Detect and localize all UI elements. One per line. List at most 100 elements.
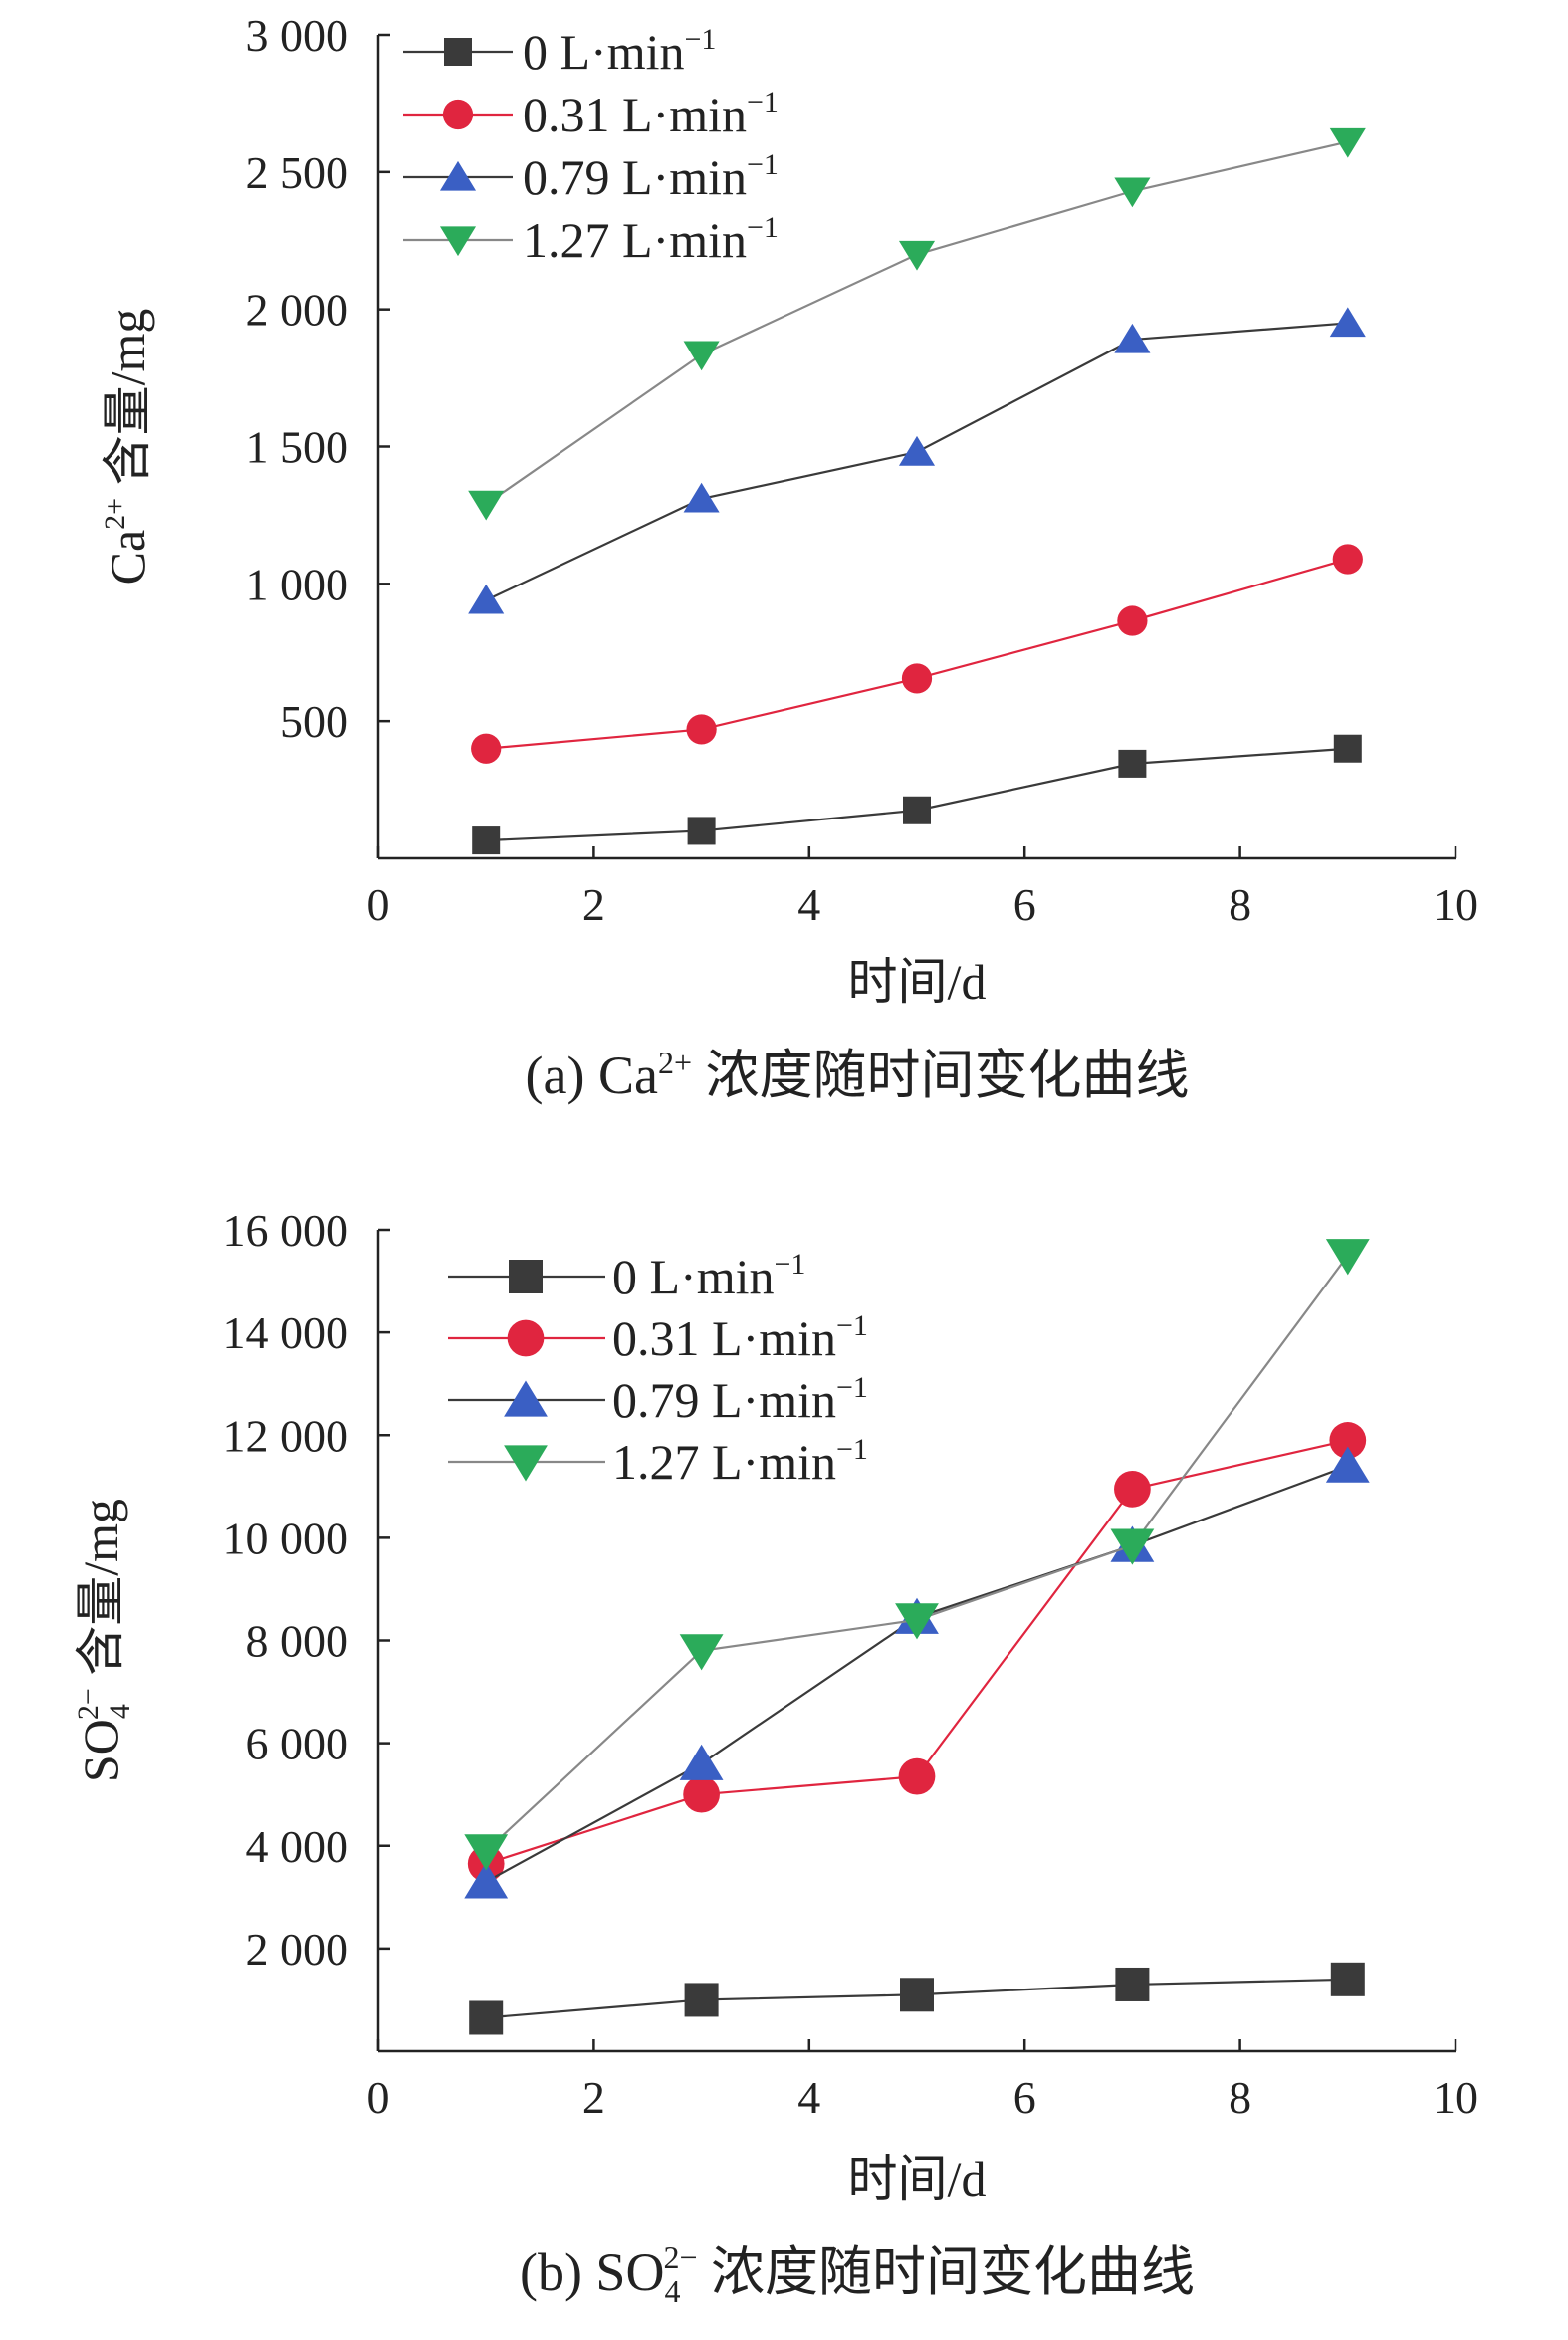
- x-tick-label: 4: [797, 879, 820, 930]
- series-3: [464, 1239, 1370, 1871]
- legend-label-text: 1.27 L·min: [523, 212, 747, 268]
- series-1: [471, 544, 1363, 764]
- y-tick-label: 2 000: [246, 1924, 349, 1975]
- y-tick-label: 1 000: [246, 559, 349, 609]
- chart-a: 0 2 4 6 8 10 500 1 000 1 500 2 000 2 500 3 000 时间/d C…: [99, 10, 1478, 1105]
- legend-label-text: 0.79 L·min: [523, 149, 747, 205]
- x-axis-title: 时间/d: [848, 2151, 987, 2207]
- caption-sup: 2+: [658, 1045, 692, 1080]
- legend-marker: [439, 160, 477, 191]
- y-tick-label: 14 000: [223, 1307, 349, 1358]
- data-point: [1117, 605, 1148, 636]
- data-point: [1325, 1239, 1370, 1276]
- x-axis-title: 时间/d: [848, 954, 987, 1010]
- data-point: [1332, 544, 1363, 575]
- data-point: [898, 435, 936, 466]
- legend-label-text: 1.27 L·min: [612, 1434, 836, 1490]
- legend-label-sup: −1: [747, 86, 779, 118]
- y-tick-label: 500: [280, 696, 348, 747]
- legend-label-text: 0 L·min: [612, 1249, 774, 1304]
- legend-entry-0: 0 L·min−1: [403, 23, 716, 80]
- legend-label: 0.31 L·min−1: [523, 86, 779, 142]
- legend-entry-3: 1.27 L·min−1: [403, 211, 779, 268]
- data-point: [687, 817, 716, 845]
- data-point: [903, 796, 931, 824]
- data-point: [1325, 1446, 1370, 1483]
- x-tick-label: 4: [797, 2072, 820, 2123]
- y-axis-title: SO42− 含量/mg: [72, 1499, 136, 1782]
- series-0: [469, 1962, 1365, 2035]
- y-tick-label: 10 000: [223, 1513, 349, 1563]
- y-axis-title-rest: 含量/mg: [100, 309, 155, 498]
- y-tick-label: 2 000: [246, 285, 349, 336]
- legend-label-text: 0 L·min: [523, 24, 684, 80]
- figure-caption: (b) SO42− 浓度随时间变化曲线: [520, 2239, 1195, 2309]
- data-point: [1330, 1962, 1365, 1996]
- legend-label: 0.31 L·min−1: [612, 1309, 868, 1366]
- legend-label-text: 0.31 L·min: [523, 87, 747, 142]
- series-line: [485, 1439, 1349, 1865]
- legend-marker: [507, 1319, 545, 1357]
- y-tick-label: 3 000: [246, 10, 349, 61]
- legend-label-sup: −1: [836, 1371, 868, 1404]
- series-line: [486, 747, 1348, 842]
- x-tick-label: 6: [1013, 2072, 1036, 2123]
- caption-suffix: 浓度随时间变化曲线: [692, 1046, 1190, 1105]
- caption-suffix: 浓度随时间变化曲线: [698, 2242, 1196, 2302]
- legend-marker: [444, 38, 472, 66]
- series-3: [468, 127, 1366, 521]
- data-point: [679, 1634, 724, 1671]
- x-tick-label: 8: [1229, 2072, 1251, 2123]
- series-line: [486, 558, 1349, 750]
- legend-label-sup: −1: [836, 1309, 868, 1342]
- legend-label: 0.79 L·min−1: [612, 1371, 868, 1428]
- caption-sub: 4: [664, 2273, 680, 2309]
- data-point: [898, 240, 936, 271]
- legend-entry-3: 1.27 L·min−1: [448, 1433, 868, 1490]
- y-axis-title-rest: 含量/mg: [73, 1499, 128, 1688]
- legend-marker: [504, 1445, 548, 1482]
- legend-entry-0: 0 L·min−1: [448, 1248, 805, 1304]
- x-tick-label: 10: [1433, 879, 1478, 930]
- legend-label: 0 L·min−1: [612, 1248, 805, 1304]
- data-point: [1114, 1471, 1151, 1508]
- legend-marker: [504, 1380, 548, 1417]
- x-tick-label: 0: [367, 879, 390, 930]
- data-point: [471, 733, 502, 764]
- legend-marker: [439, 226, 477, 257]
- caption-prefix: (b) SO: [520, 2242, 665, 2302]
- y-axis-title-sub: 4: [104, 1704, 136, 1719]
- data-point: [1329, 1422, 1367, 1459]
- legend-entry-2: 0.79 L·min−1: [448, 1371, 868, 1428]
- caption-prefix: (a) Ca: [526, 1046, 658, 1105]
- data-point: [1115, 1967, 1150, 2001]
- x-tick-label: 6: [1013, 879, 1036, 930]
- data-point: [679, 1744, 724, 1780]
- y-axis-title: Ca2+ 含量/mg: [99, 309, 155, 585]
- y-tick-label: 4 000: [246, 1821, 349, 1872]
- data-point: [468, 490, 505, 521]
- data-point: [686, 714, 717, 745]
- y-tick-label: 16 000: [223, 1205, 349, 1256]
- series-2: [464, 1446, 1370, 1899]
- data-point: [684, 1983, 719, 2017]
- series-2: [468, 307, 1366, 614]
- data-point: [464, 1834, 509, 1871]
- legend-label-sup: −1: [747, 148, 779, 181]
- caption-sup: 2−: [663, 2239, 697, 2275]
- y-axis-title-sup: 2+: [99, 498, 131, 530]
- legend-label: 1.27 L·min−1: [523, 211, 779, 268]
- data-point: [900, 1978, 934, 2012]
- data-point: [1110, 1528, 1155, 1565]
- legend-label: 1.27 L·min−1: [612, 1433, 868, 1490]
- legend-label-sup: −1: [747, 211, 779, 244]
- figure-caption: (a) Ca2+ 浓度随时间变化曲线: [526, 1045, 1190, 1105]
- data-point: [469, 2000, 504, 2035]
- legend-entry-2: 0.79 L·min−1: [403, 148, 779, 205]
- data-point: [1114, 323, 1151, 353]
- data-point: [464, 1862, 509, 1899]
- y-tick-label: 6 000: [246, 1719, 349, 1769]
- legend-label-text: 0.31 L·min: [612, 1310, 836, 1366]
